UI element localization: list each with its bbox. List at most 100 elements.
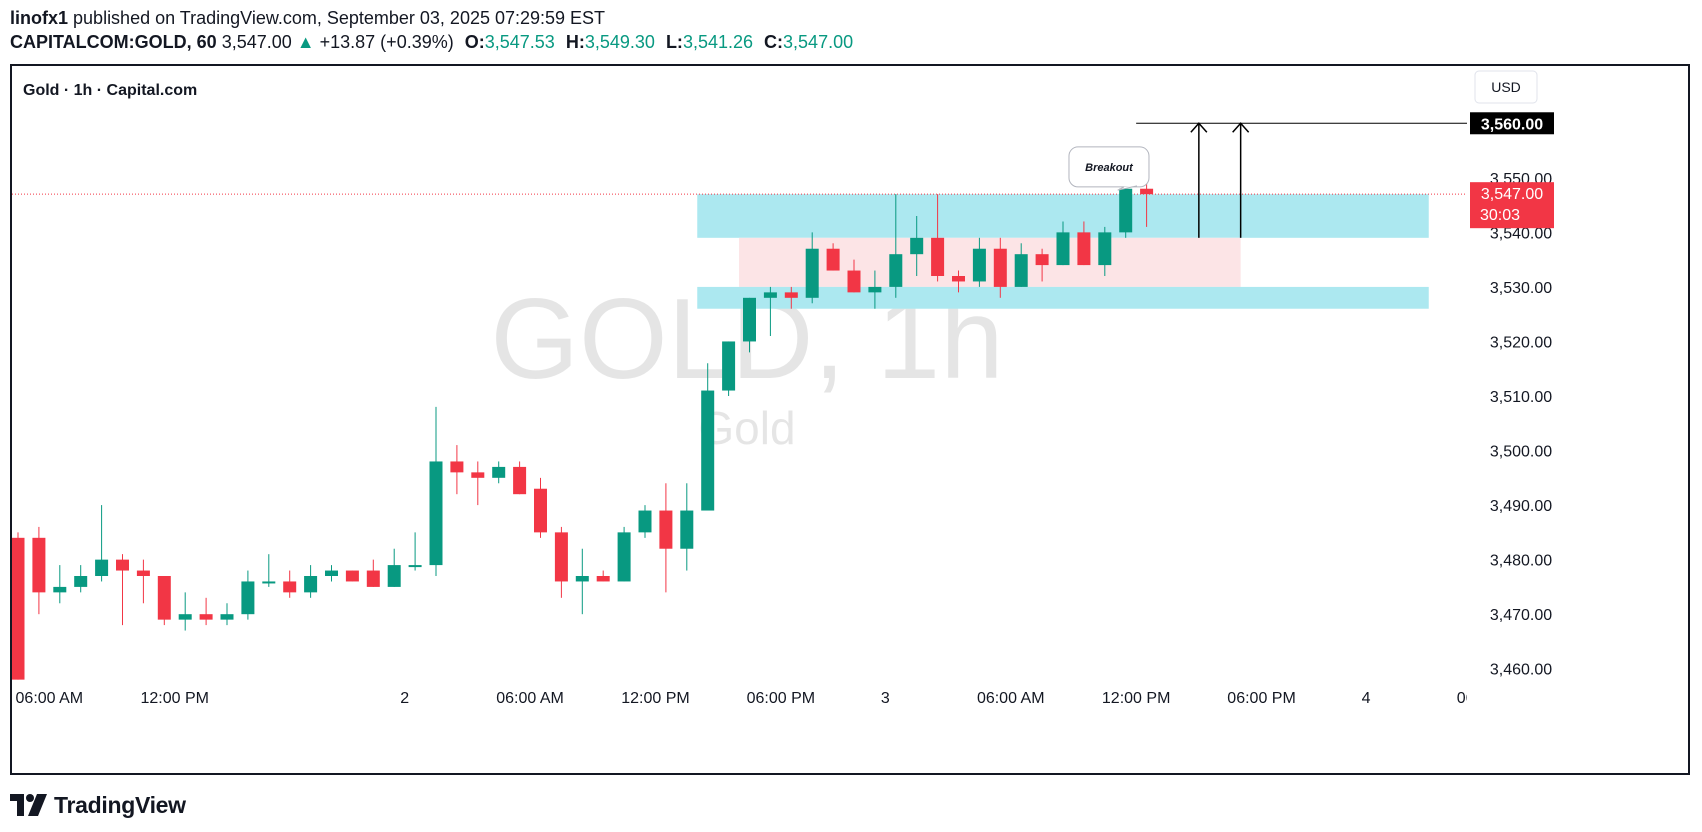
candle[interactable]: [993, 237, 1007, 298]
candle[interactable]: [262, 554, 276, 587]
x-tick-label: 3: [881, 690, 890, 707]
candle[interactable]: [847, 259, 861, 293]
x-axis[interactable]: 06:00 AM 12:00 PM 2 06:00 AM 12:00 PM 06:00 P…: [12, 680, 1497, 773]
candle[interactable]: [554, 526, 568, 598]
candle[interactable]: [972, 237, 986, 287]
candle[interactable]: [450, 445, 464, 495]
candle[interactable]: [952, 270, 965, 293]
current-price-label: 3,547.00: [1481, 186, 1543, 203]
candle[interactable]: [325, 565, 338, 582]
candle[interactable]: [387, 548, 401, 587]
candle-body: [136, 570, 150, 576]
candle[interactable]: [1119, 183, 1133, 238]
candle[interactable]: [1077, 221, 1091, 266]
candle-body: [1014, 254, 1028, 287]
candle[interactable]: [53, 565, 67, 604]
candle[interactable]: [1014, 243, 1028, 287]
x-tick-label: 06:00: [1457, 690, 1497, 707]
high-label: H:: [565, 32, 585, 52]
candle[interactable]: [534, 477, 547, 538]
target-price-label: 3,560.00: [1481, 116, 1543, 133]
candle[interactable]: [283, 570, 297, 598]
candle-body: [408, 565, 422, 568]
candle[interactable]: [32, 526, 46, 615]
published-text: published on TradingView.com, September …: [73, 8, 606, 28]
candle[interactable]: [910, 216, 924, 276]
candle[interactable]: [575, 548, 589, 615]
candle[interactable]: [743, 297, 756, 353]
candle[interactable]: [178, 592, 192, 631]
plot-area[interactable]: Breakout: [12, 122, 1467, 680]
bar-countdown: 30:03: [1480, 207, 1520, 224]
chart-legend-title: Gold · 1h · Capital.com: [23, 82, 197, 99]
candle[interactable]: [889, 194, 903, 298]
candle-body: [220, 614, 234, 620]
candle[interactable]: [1035, 248, 1049, 282]
candle[interactable]: [304, 565, 318, 598]
candle-body: [95, 559, 109, 576]
x-tick-label: 06:00 PM: [1227, 690, 1295, 707]
currency-button[interactable]: [1474, 70, 1538, 104]
candle[interactable]: [826, 243, 840, 271]
candle-body: [241, 581, 255, 615]
open-value: 3,547.53: [484, 32, 555, 52]
candle[interactable]: [492, 461, 506, 484]
candle[interactable]: [1056, 221, 1070, 266]
candle-body: [429, 461, 443, 566]
candle[interactable]: [1098, 226, 1112, 276]
tradingview-brand-text: TradingView: [54, 791, 186, 818]
candle[interactable]: [680, 483, 694, 571]
candle-body: [304, 576, 318, 593]
candle[interactable]: [95, 505, 109, 582]
x-tick-label: 2: [400, 690, 409, 707]
candle[interactable]: [617, 526, 631, 582]
candle[interactable]: [763, 286, 777, 336]
candle[interactable]: [638, 505, 652, 538]
candle[interactable]: [659, 483, 673, 593]
demand-zone[interactable]: [697, 286, 1429, 309]
candle[interactable]: [241, 570, 255, 620]
watermark-name: Gold: [698, 402, 795, 454]
candle[interactable]: [722, 341, 736, 396]
candle-body: [74, 576, 88, 587]
x-tick-label: 06:00 AM: [496, 690, 564, 707]
candle[interactable]: [805, 232, 819, 304]
x-axis-bg: [12, 680, 1467, 773]
candle[interactable]: [199, 597, 213, 626]
ohlc-line: CAPITALCOM:GOLD, 60 3,547.00 ▲ +13.87 (+…: [10, 30, 1692, 54]
candle-body: [178, 614, 192, 620]
candle[interactable]: [408, 532, 422, 571]
candle[interactable]: [136, 559, 150, 604]
candle[interactable]: [345, 570, 359, 582]
candle[interactable]: [12, 532, 25, 680]
candle[interactable]: [220, 603, 234, 626]
candle[interactable]: [116, 554, 129, 626]
candle[interactable]: [701, 363, 715, 511]
tradingview-logo[interactable]: TradingView: [10, 792, 186, 818]
y-tick-label: 3,480.00: [1490, 553, 1552, 570]
annotation-bubble[interactable]: [1068, 146, 1150, 188]
y-tick-label: 3,500.00: [1490, 444, 1552, 461]
candle-body: [116, 559, 129, 571]
range-box[interactable]: [739, 237, 1241, 287]
candle[interactable]: [868, 270, 882, 309]
candle[interactable]: [1140, 183, 1154, 227]
candle[interactable]: [513, 461, 527, 495]
candle[interactable]: [931, 194, 945, 282]
candle[interactable]: [596, 570, 610, 582]
candle-body: [1140, 188, 1154, 195]
candle[interactable]: [157, 576, 171, 626]
chart-frame[interactable]: GOLD, 1h Gold Breakout Gold · 1h · Capital.…: [10, 64, 1690, 775]
candle[interactable]: [74, 565, 88, 593]
author-name[interactable]: linofx1: [10, 8, 69, 28]
candle-body: [554, 532, 568, 582]
price-change: +13.87 (+0.39%): [319, 32, 454, 52]
open-label: O:: [464, 32, 485, 52]
candle[interactable]: [471, 461, 485, 506]
candle-body: [366, 570, 380, 587]
candle[interactable]: [429, 406, 443, 576]
candle[interactable]: [366, 559, 380, 587]
candle[interactable]: [784, 286, 798, 309]
y-tick-label: 3,540.00: [1490, 225, 1552, 242]
